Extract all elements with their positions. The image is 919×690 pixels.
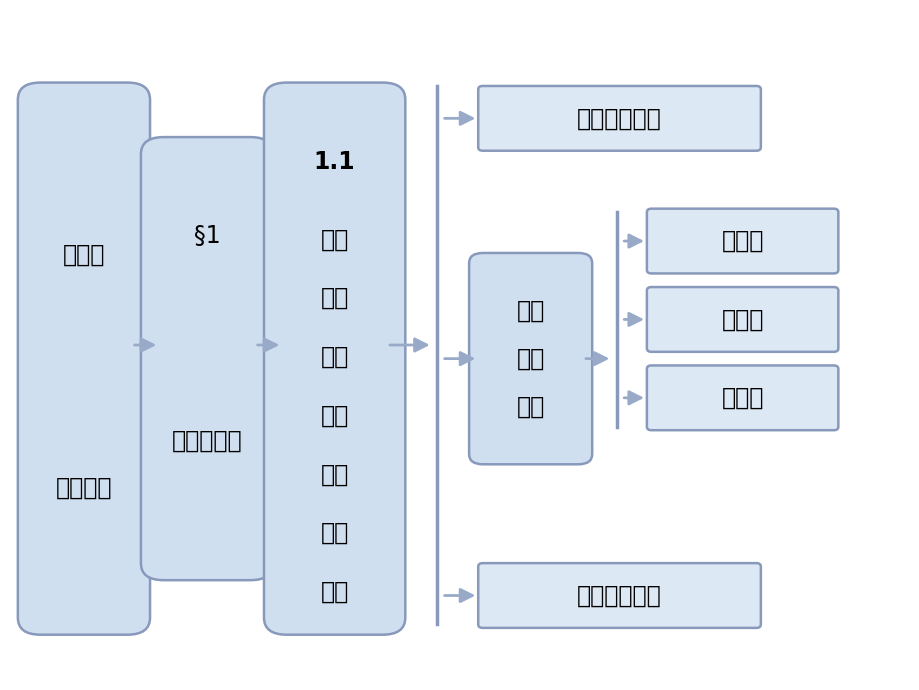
FancyBboxPatch shape [141, 137, 273, 580]
Text: 考点二: 考点二 [720, 308, 763, 331]
Text: 函数与方程: 函数与方程 [172, 428, 242, 453]
Text: 热点: 热点 [516, 346, 544, 371]
Text: 解的: 解的 [320, 521, 348, 545]
FancyBboxPatch shape [646, 366, 837, 430]
Text: 函数应用: 函数应用 [56, 476, 112, 500]
Text: 方程: 方程 [320, 462, 348, 486]
FancyBboxPatch shape [478, 86, 760, 150]
Text: 考向: 考向 [516, 395, 544, 418]
Text: 性质: 性质 [320, 345, 348, 369]
Text: 1.1: 1.1 [313, 150, 355, 174]
FancyBboxPatch shape [478, 563, 760, 628]
Text: 考点一: 考点一 [720, 386, 763, 410]
Text: 理解教材新知: 理解教材新知 [576, 584, 661, 607]
Text: 第四章: 第四章 [62, 243, 105, 267]
FancyBboxPatch shape [646, 208, 837, 273]
Text: 函数: 函数 [320, 286, 348, 310]
FancyBboxPatch shape [264, 83, 405, 635]
Text: 考点三: 考点三 [720, 229, 763, 253]
Text: 把握: 把握 [516, 299, 544, 323]
FancyBboxPatch shape [646, 287, 837, 352]
FancyBboxPatch shape [469, 253, 592, 464]
Text: 判定: 判定 [320, 404, 348, 428]
Text: 应用创新演练: 应用创新演练 [576, 106, 661, 130]
FancyBboxPatch shape [17, 83, 150, 635]
Text: 存在: 存在 [320, 580, 348, 604]
Text: 利用: 利用 [320, 228, 348, 251]
Text: §1: §1 [194, 224, 220, 248]
